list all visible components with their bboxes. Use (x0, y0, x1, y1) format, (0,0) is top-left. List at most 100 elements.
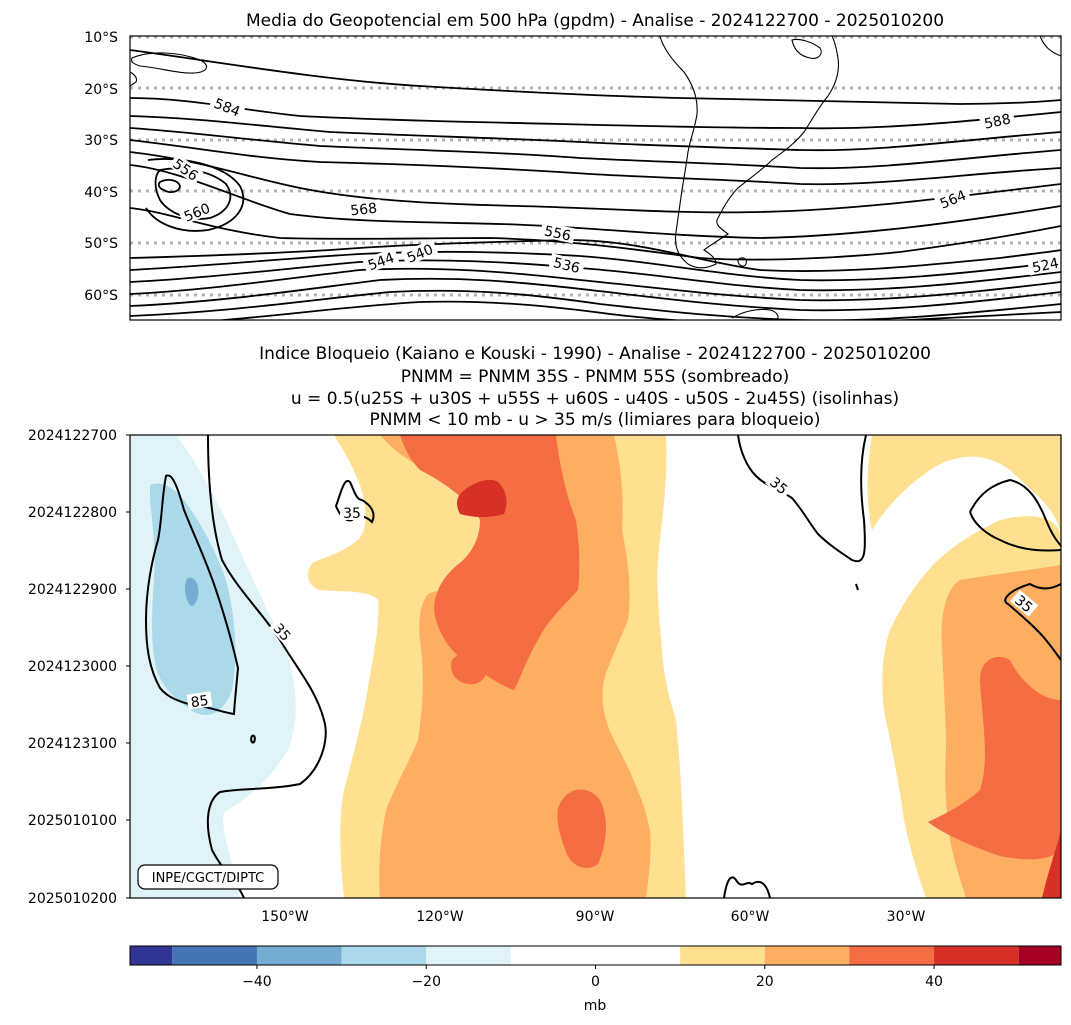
lat-tick-label: 40°S (84, 185, 118, 201)
contour-label: 536 (552, 255, 582, 277)
colorbar-bin (426, 946, 511, 965)
coastline-pacific-islands (130, 52, 208, 74)
isoline-east-35b (969, 478, 1061, 661)
colorbar-bin (680, 946, 765, 965)
colorbar-tick-label: −40 (242, 974, 272, 990)
isoline-west-85 (144, 474, 240, 716)
contour-528 (888, 311, 1061, 320)
hovmoller-area: 35 35 35 35 85 INPE/CGCT/DIPTC (130, 435, 1061, 898)
date-tick-label: 2024122900 (28, 582, 117, 598)
isoline-label: 85 (190, 693, 210, 711)
colorbar (130, 946, 1061, 965)
geopotential-contours (130, 49, 1061, 320)
lat-tick-label: 10°S (84, 30, 118, 46)
shade-bin-30-east (928, 656, 1061, 860)
colorbar-bin (256, 946, 342, 965)
coastline-falklands (737, 257, 747, 267)
bottom-title-line-4: PNMM < 10 mb - u > 35 m/s (limiares para… (370, 410, 821, 430)
isoline-tiny (250, 734, 256, 744)
lat-tick-label: 50°S (84, 236, 118, 252)
top-y-ticks: 10°S 20°S 30°S 40°S 50°S 60°S (84, 30, 118, 304)
colorbar-tick-label: 40 (925, 974, 943, 990)
bottom-title-line-3: u = 0.5(u25S + u30S + u55S + u60S - u40S… (291, 389, 899, 409)
colorbar-tick-label: 0 (591, 974, 600, 990)
coastline-islands-ne (791, 38, 822, 59)
bottom-x-ticks: 150°W 120°W 90°W 60°W 30°W (261, 909, 925, 925)
contour-label: 588 (983, 111, 1012, 132)
colorbar-label: mb (584, 998, 607, 1014)
contour-568 (130, 151, 1061, 214)
bottom-y-ticks: 2024122700 2024122800 2024122900 2024123… (28, 428, 130, 907)
lon-tick-label: 60°W (731, 909, 770, 925)
coastlines (130, 36, 1061, 320)
date-tick-label: 2024122800 (28, 505, 117, 521)
contour-532 (213, 300, 688, 320)
shade-bin-neg30 (185, 577, 199, 606)
shade-bin-30-island (450, 651, 488, 685)
shade-bin-30-main (400, 435, 580, 690)
contour-556-low (154, 167, 232, 220)
isoline-east-35 (737, 435, 867, 563)
contour-576 (130, 127, 1061, 170)
coastline-antarctic-peninsula (731, 308, 779, 320)
colorbar-tick-label: −20 (411, 974, 441, 990)
date-tick-label: 2025010100 (28, 813, 117, 829)
colorbar-bin (1018, 946, 1061, 965)
top-map-area: 584 588 556 560 568 556 564 544 540 536 … (130, 36, 1061, 320)
contour-536 (130, 289, 1061, 320)
lon-tick-label: 90°W (576, 909, 615, 925)
contour-540 (130, 277, 1061, 312)
colorbar-bin (130, 946, 173, 965)
contour-552-low (145, 158, 245, 232)
negative-shading (130, 435, 296, 898)
colorbar-bin (341, 946, 427, 965)
contour-label: 556 (543, 223, 573, 244)
date-tick-label: 2024122700 (28, 428, 117, 444)
lat-tick-label: 30°S (84, 133, 118, 149)
colorbar-bin (934, 946, 1019, 965)
shade-bin-40-north (457, 479, 507, 517)
shade-bin-30-south (557, 789, 606, 868)
top-contour-labels: 584 588 556 560 568 556 564 544 540 536 … (168, 93, 1061, 277)
colorbar-bin (764, 946, 850, 965)
contour-564 (130, 164, 1061, 239)
isoline-west-35 (206, 435, 327, 898)
bottom-chart-title: Indice Bloqueio (Kaiano e Kouski - 1990)… (259, 344, 931, 430)
date-tick-label: 2024123100 (28, 736, 117, 752)
coastline-australia-fragment (130, 71, 138, 87)
isoline-mid-35 (334, 479, 375, 524)
colorbar-tick-label: 20 (756, 974, 774, 990)
colorbar-bin (510, 946, 681, 965)
date-tick-label: 2025010200 (28, 891, 117, 907)
top-gridlines (130, 36, 1061, 297)
coastline-south-america (659, 36, 840, 269)
isoline-label: 35 (343, 506, 361, 522)
contour-label: 564 (938, 188, 969, 213)
watermark-text: INPE/CGCT/DIPTC (152, 871, 264, 886)
contour-548-low (157, 179, 181, 193)
colorbar-bin (172, 946, 257, 965)
colorbar-ticks: −40 −20 0 20 40 (242, 965, 943, 990)
contour-580 (130, 115, 1061, 152)
contour-560 (130, 207, 1061, 261)
contour-552 (130, 250, 1061, 282)
lon-tick-label: 120°W (416, 909, 464, 925)
bottom-title-line-1: Indice Bloqueio (Kaiano e Kouski - 1990)… (259, 344, 931, 364)
lon-tick-label: 30°W (887, 909, 926, 925)
top-chart-title: Media do Geopotencial em 500 hPa (gpdm) … (246, 11, 944, 31)
contour-572 (130, 139, 1061, 186)
watermark: INPE/CGCT/DIPTC (137, 864, 279, 890)
lat-tick-label: 60°S (84, 288, 118, 304)
shade-bin-40-east (1042, 830, 1061, 898)
positive-shading (307, 435, 1061, 898)
colorbar-bin (849, 946, 935, 965)
contour-label: 568 (350, 201, 378, 220)
top-axes-frame (129, 35, 1062, 321)
contour-556 (130, 239, 1061, 272)
contour-588-north (130, 49, 1061, 105)
isoline-bottom-blob (723, 876, 771, 898)
contour-label: 584 (211, 96, 242, 121)
lon-tick-label: 150°W (261, 909, 309, 925)
isoline-dot (855, 583, 859, 591)
